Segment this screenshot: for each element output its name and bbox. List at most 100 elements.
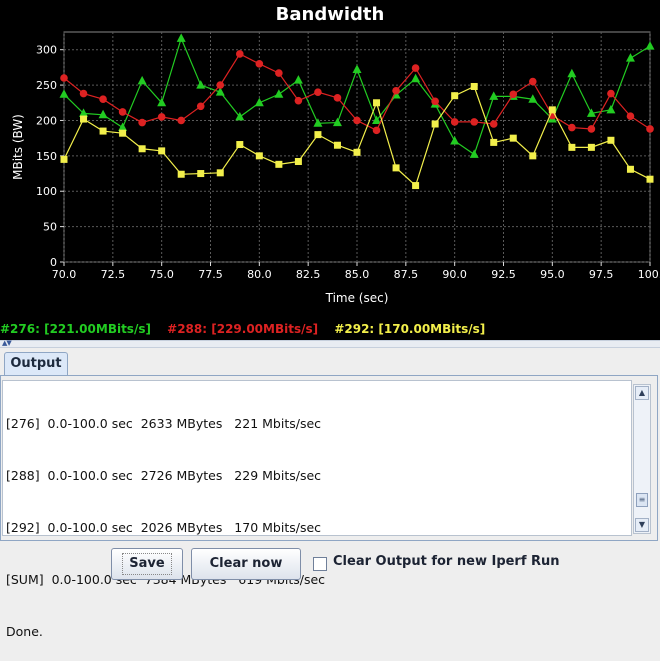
x-tick-label: 90.0 [442,268,467,281]
clear-now-button[interactable]: Clear now [191,548,301,580]
data-point-292 [626,165,634,173]
data-point-288 [177,116,185,125]
chart-legend: #276: [221.00MBits/s] #288: [229.00MBits… [0,320,660,340]
data-point-276 [645,41,655,50]
data-point-292 [373,99,381,107]
chart-title: Bandwidth [276,4,385,25]
data-point-288 [118,108,127,116]
y-tick-label: 300 [36,44,57,57]
data-point-292 [568,143,576,151]
output-line: [292] 0.0-100.0 sec 2026 MBytes 170 Mbit… [6,520,322,535]
x-tick-label: 72.5 [101,268,126,281]
data-point-292 [138,145,146,153]
output-vertical-scrollbar[interactable]: ▲ ≡ ▼ [633,384,651,534]
data-point-292 [333,141,341,149]
x-tick-label: 85.0 [345,268,370,281]
bandwidth-chart: Bandwidth 0 50 100 150 200 250 300 70.0 72.5 75.0 7… [11,4,660,305]
scroll-up-arrow-icon[interactable]: ▲ [635,386,649,400]
y-tick-label: 0 [50,256,57,269]
data-point-276 [215,87,225,96]
data-point-288 [157,113,166,121]
y-tick-label: 250 [36,79,57,92]
data-point-288 [216,81,225,89]
data-point-288 [470,118,479,126]
data-point-276 [118,122,128,132]
output-text-area[interactable]: [276] 0.0-100.0 sec 2633 MBytes 221 Mbit… [2,380,632,639]
data-point-292 [392,164,400,172]
data-point-288 [294,96,303,105]
data-point-276 [332,117,342,127]
legend-item-276: #276: [221.00MBits/s] [0,322,151,336]
data-point-276 [176,33,186,42]
data-point-288 [431,97,439,106]
data-point-292 [412,182,420,190]
data-point-288 [607,89,615,98]
x-axis-label: Time (sec) [325,291,389,305]
scroll-thumb[interactable]: ≡ [636,493,648,507]
data-point-288 [60,74,68,82]
data-point-276 [274,89,284,98]
x-tick-label: 82.5 [296,268,321,281]
x-tick-label: 70.0 [52,268,77,281]
data-point-288 [255,60,264,68]
data-point-292 [548,106,556,114]
y-tick-label: 200 [36,114,57,127]
data-point-292 [607,136,615,144]
data-point-288 [372,126,381,135]
data-point-288 [99,95,107,104]
output-line: Done. [6,624,43,639]
bandwidth-chart-panel: Bandwidth 0 50 100 150 200 250 300 70.0 72.5 75.0 7… [0,0,660,340]
data-point-292 [197,170,205,178]
panel-splitter[interactable]: ▲▼ [0,339,660,348]
clear-output-checkbox-label[interactable]: Clear Output for new Iperf Run [333,554,560,569]
data-point-288 [392,86,400,95]
data-point-288 [646,125,654,133]
tab-output[interactable]: Output [4,352,68,376]
data-point-292 [236,141,244,149]
scroll-down-arrow-icon[interactable]: ▼ [635,518,649,532]
splitter-arrows-icon[interactable]: ▲▼ [2,339,12,347]
data-point-288 [587,125,596,133]
legend-item-288: #288: [229.00MBits/s] [167,322,319,336]
y-axis-label: MBits (BW) [11,114,25,180]
data-point-276 [606,104,616,114]
data-point-288 [489,120,498,128]
data-point-276 [235,111,245,121]
x-tick-label: 100. [638,268,660,281]
save-button[interactable]: Save [111,548,183,580]
data-point-292 [158,147,166,155]
data-point-288 [568,123,576,132]
y-tick-label: 150 [36,150,57,163]
data-point-276 [98,109,108,119]
x-tick-label: 80.0 [247,268,272,281]
data-point-276 [411,73,421,83]
x-tick-label: 87.5 [394,268,419,281]
data-point-292 [80,115,88,123]
data-point-292 [451,92,459,100]
data-point-292 [490,138,498,146]
y-tick-label: 100 [36,185,57,198]
data-point-288 [275,69,283,77]
data-point-292 [255,152,263,160]
x-tick-label: 75.0 [149,268,174,281]
data-point-276 [625,53,635,62]
data-point-276 [352,64,362,74]
data-point-276 [586,108,596,117]
data-point-292 [60,155,68,163]
data-point-276 [196,80,206,89]
legend-item-292: #292: [170.00MBits/s] [334,322,486,336]
data-point-276 [79,108,89,117]
data-point-292 [470,82,478,90]
data-point-288 [626,112,635,121]
data-point-276 [157,97,167,107]
data-point-276 [469,149,479,158]
data-point-288 [411,64,420,72]
clear-output-checkbox[interactable] [313,557,327,571]
data-point-276 [313,118,323,127]
data-point-292 [587,143,595,151]
data-point-276 [450,135,460,145]
x-tick-label: 95.0 [540,268,565,281]
x-tick-label: 77.5 [198,268,223,281]
output-line: [276] 0.0-100.0 sec 2633 MBytes 221 Mbit… [6,416,322,431]
data-point-276 [59,89,69,98]
